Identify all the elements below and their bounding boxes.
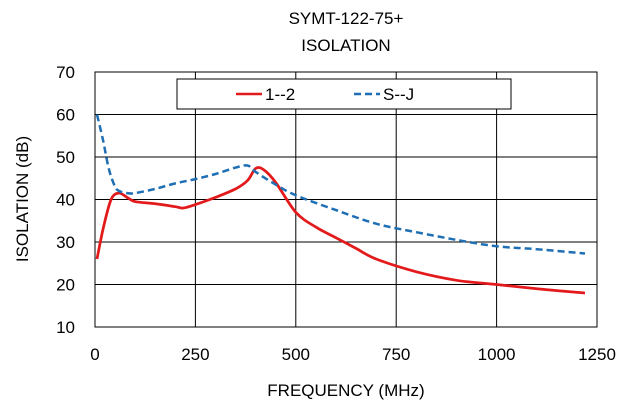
x-tick-label: 500 [282,345,310,364]
chart-title-line-1: SYMT-122-75+ [289,9,404,28]
x-tick-labels: 0 250 500 750 1000 1250 [90,345,616,364]
series-line-S--J [95,114,586,255]
legend-label-S--J: S--J [383,85,414,104]
y-axis-title: ISOLATION (dB) [13,136,32,262]
y-tick-label: 60 [56,106,75,125]
legend-box [176,78,512,110]
series-line-1--2 [95,166,586,295]
y-tick-label: 10 [56,318,75,337]
y-tick-label: 40 [56,191,75,210]
y-tick-labels: 10 20 30 40 50 60 70 [56,63,75,337]
series-lines [95,114,586,295]
x-axis-title: FREQUENCY (MHz) [267,381,424,400]
chart-title-line-2: ISOLATION [301,36,390,55]
plot-area-border [94,71,598,328]
y-tick-label: 30 [56,233,75,252]
y-tick-label: 70 [56,63,75,82]
legend: 1--2 S--J [176,78,512,110]
x-tick-label: 1250 [578,345,616,364]
y-tick-label: 50 [56,148,75,167]
legend-label-1--2: 1--2 [265,85,295,104]
x-tick-label: 0 [90,345,99,364]
grid-lines [94,71,598,328]
x-tick-label: 250 [181,345,209,364]
x-tick-label: 750 [382,345,410,364]
y-tick-label: 20 [56,276,75,295]
x-tick-label: 1000 [478,345,516,364]
